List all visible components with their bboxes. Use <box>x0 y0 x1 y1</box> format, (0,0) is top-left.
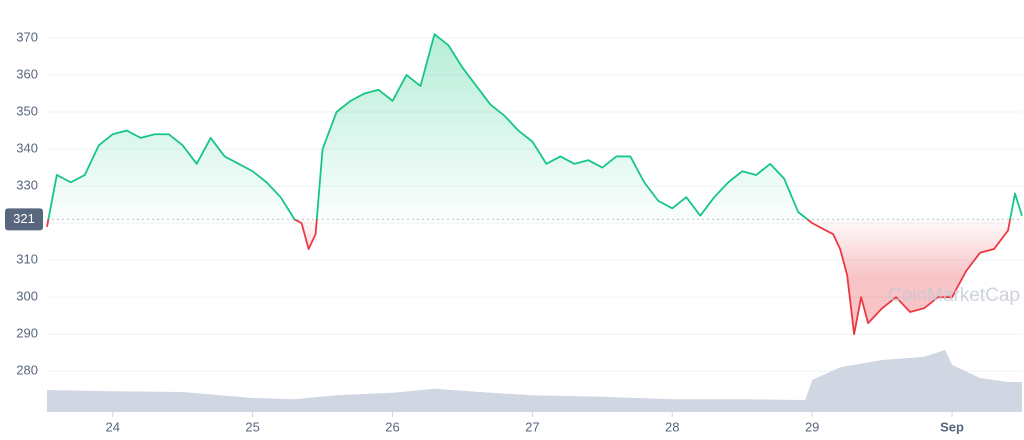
baseline-label: 321 <box>13 211 35 226</box>
watermark: CoinMarketCap <box>888 285 1020 306</box>
y-tick-label: 370 <box>16 29 38 44</box>
y-tick-label: 340 <box>16 140 38 155</box>
x-tick-label: 27 <box>525 419 539 434</box>
y-tick-label: 290 <box>16 326 38 341</box>
x-tick-label: 29 <box>805 419 819 434</box>
volume-area <box>47 350 1022 412</box>
price-line <box>46 33 1023 336</box>
y-tick-label: 300 <box>16 289 38 304</box>
y-tick-label: 310 <box>16 252 38 267</box>
x-tick-label: 26 <box>385 419 399 434</box>
y-tick-label: 350 <box>16 103 38 118</box>
y-tick-label: 360 <box>16 66 38 81</box>
x-tick-label: 24 <box>106 419 120 434</box>
baseline-box <box>5 208 43 231</box>
y-tick-label: 330 <box>16 178 38 193</box>
price-area <box>47 34 1022 335</box>
y-tick-label: 280 <box>16 363 38 378</box>
x-tick-label: 28 <box>665 419 679 434</box>
x-tick-label: 25 <box>245 419 259 434</box>
x-tick-label: Sep <box>940 419 964 434</box>
